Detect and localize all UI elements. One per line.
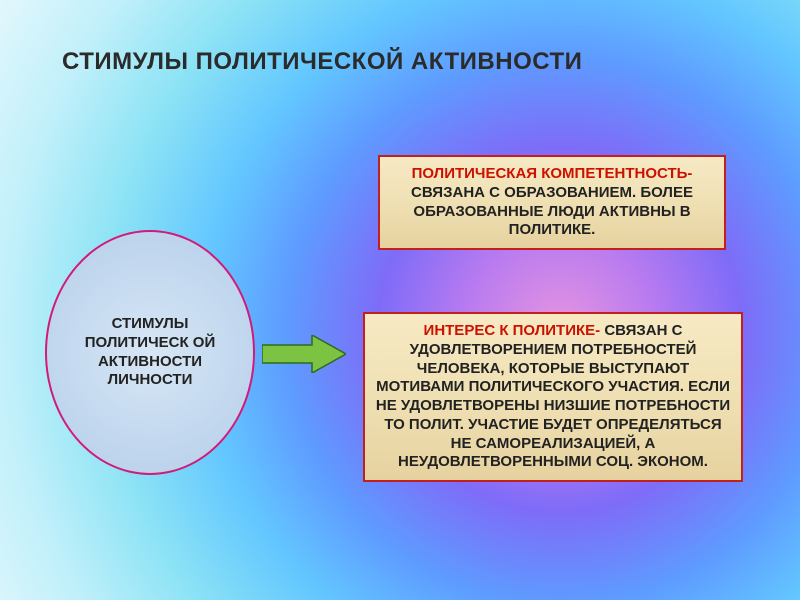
slide-title: СТИМУЛЫ ПОЛИТИЧЕСКОЙ АКТИВНОСТИ <box>62 48 582 76</box>
box2-body: СВЯЗАН С УДОВЛЕТВОРЕНИЕМ ПОТРЕБНОСТЕЙ ЧЕ… <box>376 322 730 470</box>
box-interest-politics: ИНТЕРЕС К ПОЛИТИКЕ- СВЯЗАН С УДОВЛЕТВОРЕ… <box>363 312 743 482</box>
box2-heading: ИНТЕРЕС К ПОЛИТИКЕ- <box>424 322 601 339</box>
box1-body: СВЯЗАНА С ОБРАЗОВАНИЕМ. БОЛЕЕ ОБРАЗОВАНН… <box>411 184 693 239</box>
arrow-right-icon <box>262 335 346 373</box>
box-political-competence: ПОЛИТИЧЕСКАЯ КОМПЕТЕНТНОСТЬ- СВЯЗАНА С О… <box>378 155 726 250</box>
stimuli-ellipse: СТИМУЛЫ ПОЛИТИЧЕСК ОЙ АКТИВНОСТИ ЛИЧНОСТ… <box>45 230 255 475</box>
box1-heading: ПОЛИТИЧЕСКАЯ КОМПЕТЕНТНОСТЬ- <box>412 165 693 182</box>
ellipse-text: СТИМУЛЫ ПОЛИТИЧЕСК ОЙ АКТИВНОСТИ ЛИЧНОСТ… <box>77 315 223 390</box>
